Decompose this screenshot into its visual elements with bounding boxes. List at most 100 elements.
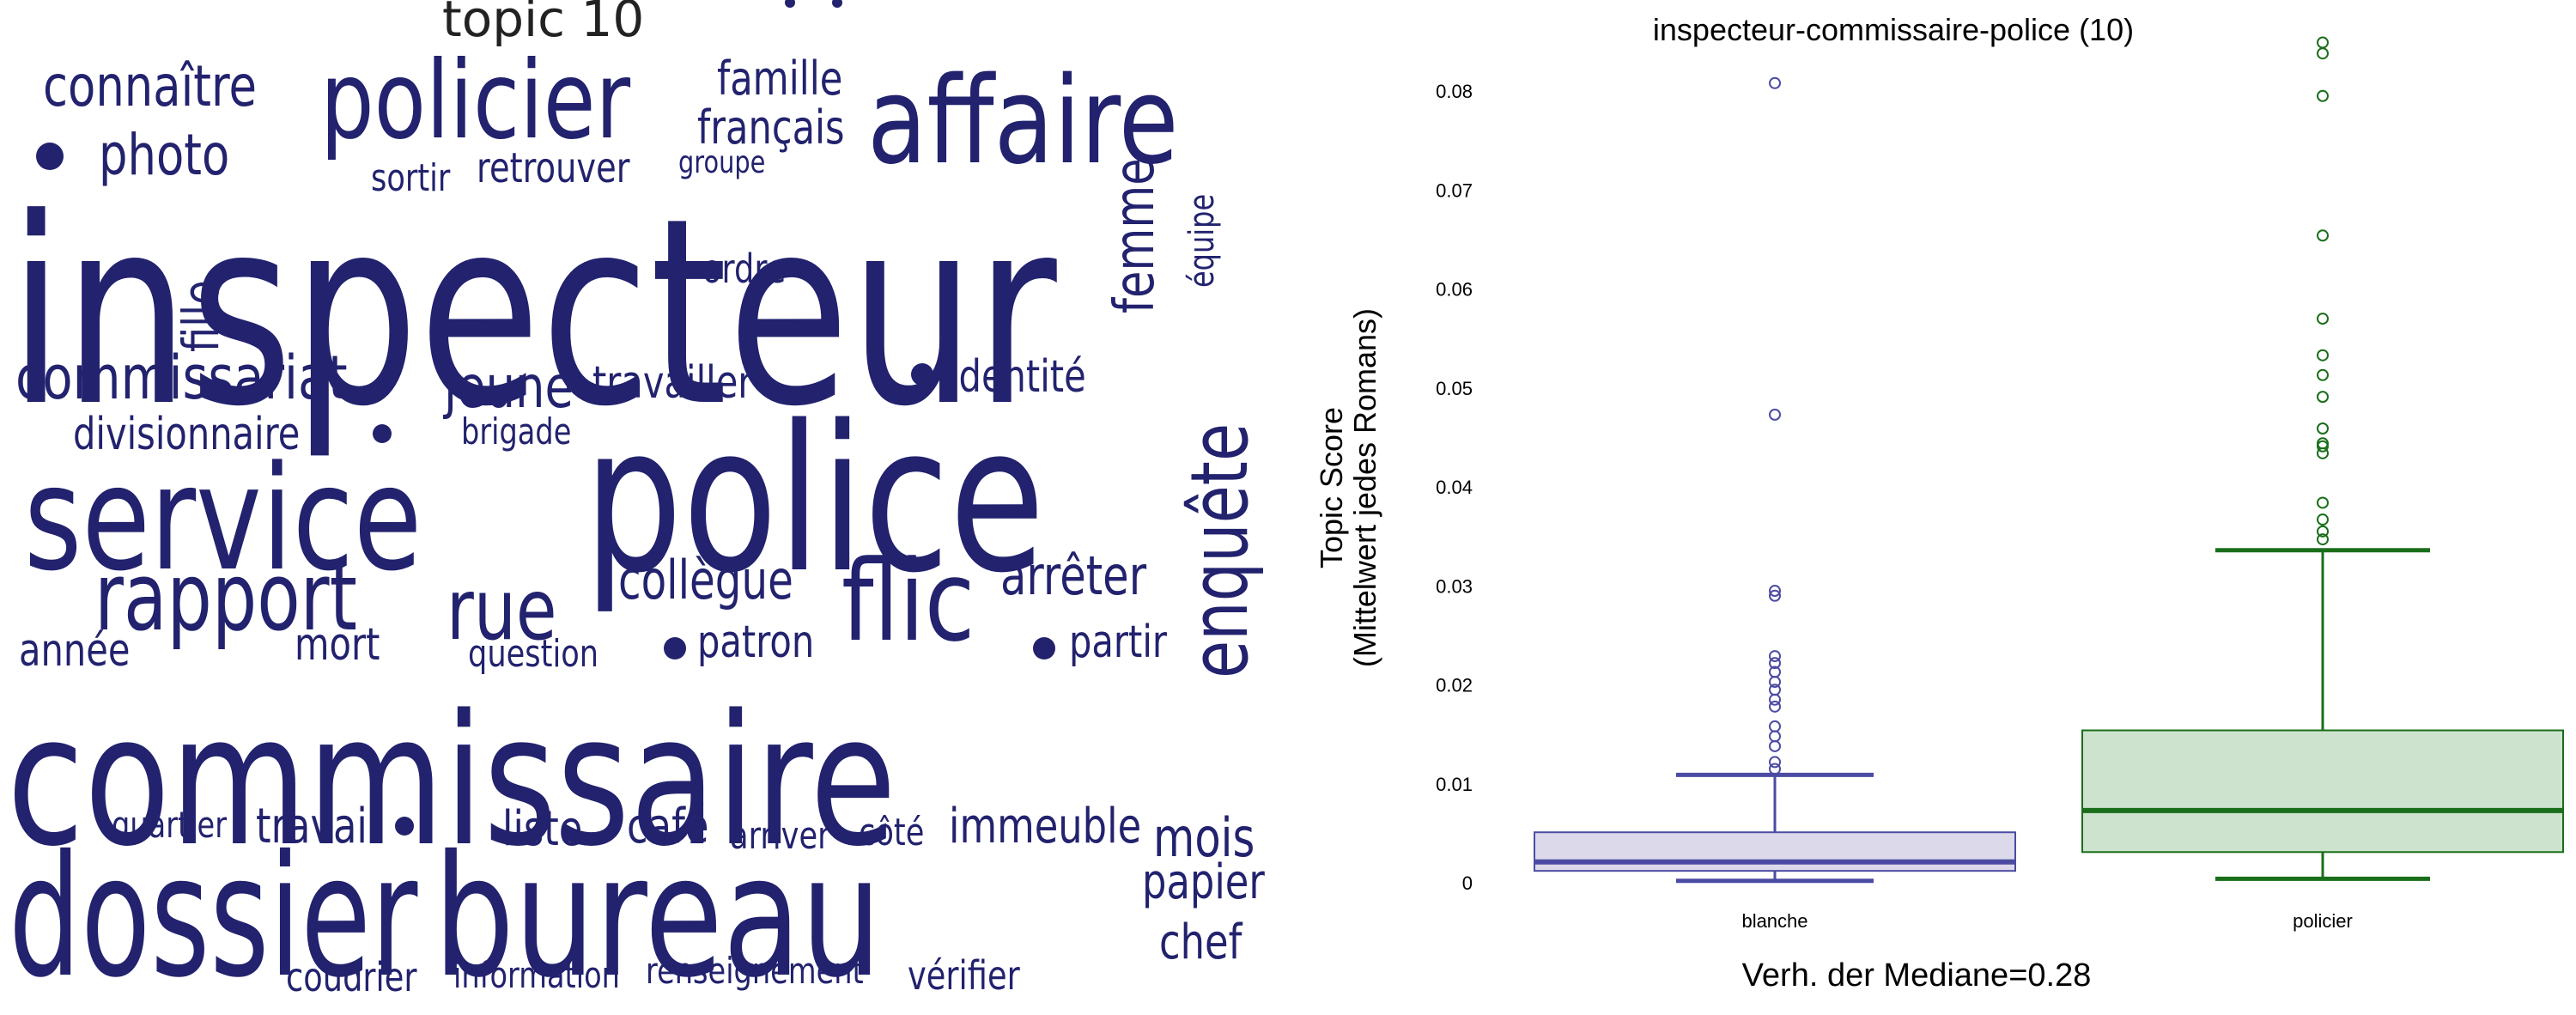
word-cloud-title: topic 10 [442, 0, 645, 48]
cloud-word-partir: partir [1069, 617, 1167, 668]
cloud-dot [373, 424, 392, 443]
cloud-dot [911, 363, 933, 386]
cloud-word-police: police [584, 383, 1045, 617]
cloud-word-mois: mois [1153, 806, 1255, 869]
cloud-word-liste: liste [502, 801, 583, 857]
cloud-word-bureau: bureau [434, 819, 882, 1014]
outlier-point [1769, 657, 1781, 670]
cloud-word-papier: papier [1142, 854, 1265, 910]
x-axis-ticks: blanche policier [1741, 910, 2352, 932]
cloud-dot [395, 817, 414, 836]
cloud-word-jeune: jeune [444, 354, 574, 422]
y-tick-label: 0.04 [1436, 477, 1473, 498]
outlier-point [2317, 36, 2329, 49]
cloud-word-patron: patron [697, 617, 815, 668]
cloud-word-equipe: équipe [1182, 193, 1222, 288]
x-axis-label: Verh. der Mediane=0.28 [1742, 957, 2092, 994]
cloud-word-quartier: quartier [112, 804, 228, 846]
outlier-point [1769, 408, 1781, 421]
y-tick-label: 0.05 [1436, 378, 1473, 399]
outlier-point [2317, 47, 2329, 60]
cloud-word-cote: côté [859, 811, 925, 854]
outlier-point [1769, 756, 1781, 769]
cloud-word-travailler: travailler [592, 357, 753, 409]
cloud-word-arriver: arriver [730, 814, 830, 858]
cloud-word-affaire: affaire [867, 52, 1179, 191]
outlier-point [2317, 349, 2329, 362]
y-axis-ticks: 0 0.01 0.02 0.03 0.04 0.05 0.06 0.07 0.08 [1436, 81, 1473, 894]
cloud-word-enquete: enquête [1174, 422, 1266, 678]
boxplot-panel: inspecteur-commissaire-police (10) Topic… [1305, 0, 2576, 1011]
cloud-word-famille: famille [717, 52, 843, 106]
y-tick-label: 0.08 [1436, 81, 1473, 102]
cloud-word-divisionnaire: divisionnaire [73, 409, 301, 460]
outlier-point [2317, 496, 2329, 509]
y-tick-label: 0.02 [1436, 675, 1473, 696]
boxplot-chart: inspecteur-commissaire-police (10) Topic… [1314, 12, 2564, 994]
cloud-dot [664, 637, 686, 659]
cloud-word-chef: chef [1159, 915, 1242, 970]
box-policier [2081, 36, 2564, 881]
cloud-word-flic: flic [841, 536, 975, 666]
cloud-word-travail: travail [256, 799, 379, 854]
cloud-word-photo: photo [99, 122, 230, 188]
x-tick-label-policier: policier [2293, 910, 2353, 932]
cloud-word-verifier: vérifier [908, 952, 1020, 999]
y-tick-label: 0.06 [1436, 279, 1473, 301]
cloud-dot [1033, 637, 1055, 659]
cloud-word-commissariat: commissariat [15, 343, 348, 413]
cloud-word-policier: policier [320, 39, 631, 163]
cloud-word-arreter: arrêter [1000, 544, 1147, 607]
cloud-word-fille: fille [172, 280, 230, 352]
cloud-word-groupe: groupe [678, 145, 766, 180]
cloud-word-sortir: sortir [371, 156, 451, 200]
cloud-word-dossier: dossier [9, 819, 418, 1014]
cloud-dot [785, 0, 795, 8]
cloud-word-rapport: rapport [94, 542, 357, 652]
cloud-word-mort: mort [295, 619, 380, 671]
outlier-point [1769, 720, 1781, 732]
y-tick-label: 0.01 [1436, 774, 1473, 795]
cloud-word-inspecteur: inspecteur [9, 163, 1057, 463]
cloud-word-coudrier: coudrier [286, 954, 417, 1000]
cloud-word-annee: année [19, 625, 131, 677]
cloud-word-femme: femme [1103, 158, 1167, 313]
outlier-point [1769, 76, 1781, 89]
y-tick-label: 0 [1462, 872, 1473, 894]
y-axis-label-secondary: (Mittelwert jedes Romans) [1347, 308, 1382, 667]
outlier-point [2317, 368, 2329, 381]
outlier-point [1769, 589, 1781, 602]
outlier-point [2317, 533, 2329, 546]
outlier-point [2317, 514, 2329, 526]
outlier-point [1769, 585, 1781, 598]
cloud-word-renseignement: renseignement [646, 950, 864, 992]
cloud-word-ordre: ordre [702, 246, 787, 292]
outlier-point [1769, 693, 1781, 706]
box-iqr [2081, 729, 2564, 854]
boxes-layer [1534, 36, 2564, 884]
cloud-word-commissaire: commissaire [7, 676, 896, 886]
cloud-word-connaitre: connaître [43, 53, 258, 119]
cloud-word-service: service [24, 435, 422, 603]
outlier-point [1769, 676, 1781, 689]
cloud-dot [832, 0, 842, 8]
cloud-dot [36, 143, 64, 170]
word-cloud: topic 10 inspecteur police commissaire doss… [7, 0, 1266, 1014]
cloud-word-francais: français [697, 100, 845, 155]
box-iqr [1534, 831, 2016, 872]
cloud-word-information: information [453, 954, 620, 996]
outlier-point [1769, 730, 1781, 743]
cloud-word-rue: rue [447, 562, 557, 659]
outlier-point [1769, 650, 1781, 663]
y-axis-label: Topic Score [1314, 407, 1349, 568]
cloud-word-brigade: brigade [461, 410, 572, 453]
outlier-point [2317, 313, 2329, 325]
cloud-word-cafe: café [627, 799, 709, 854]
cloud-word-collegue: collègue [618, 549, 793, 611]
outlier-point [1769, 700, 1781, 713]
y-tick-label: 0.07 [1436, 179, 1473, 201]
cloud-word-immeuble: immeuble [949, 799, 1142, 854]
cloud-word-identite: identité [949, 351, 1086, 403]
chart-title: inspecteur-commissaire-police (10) [1653, 12, 2134, 47]
outlier-point [2317, 525, 2329, 538]
